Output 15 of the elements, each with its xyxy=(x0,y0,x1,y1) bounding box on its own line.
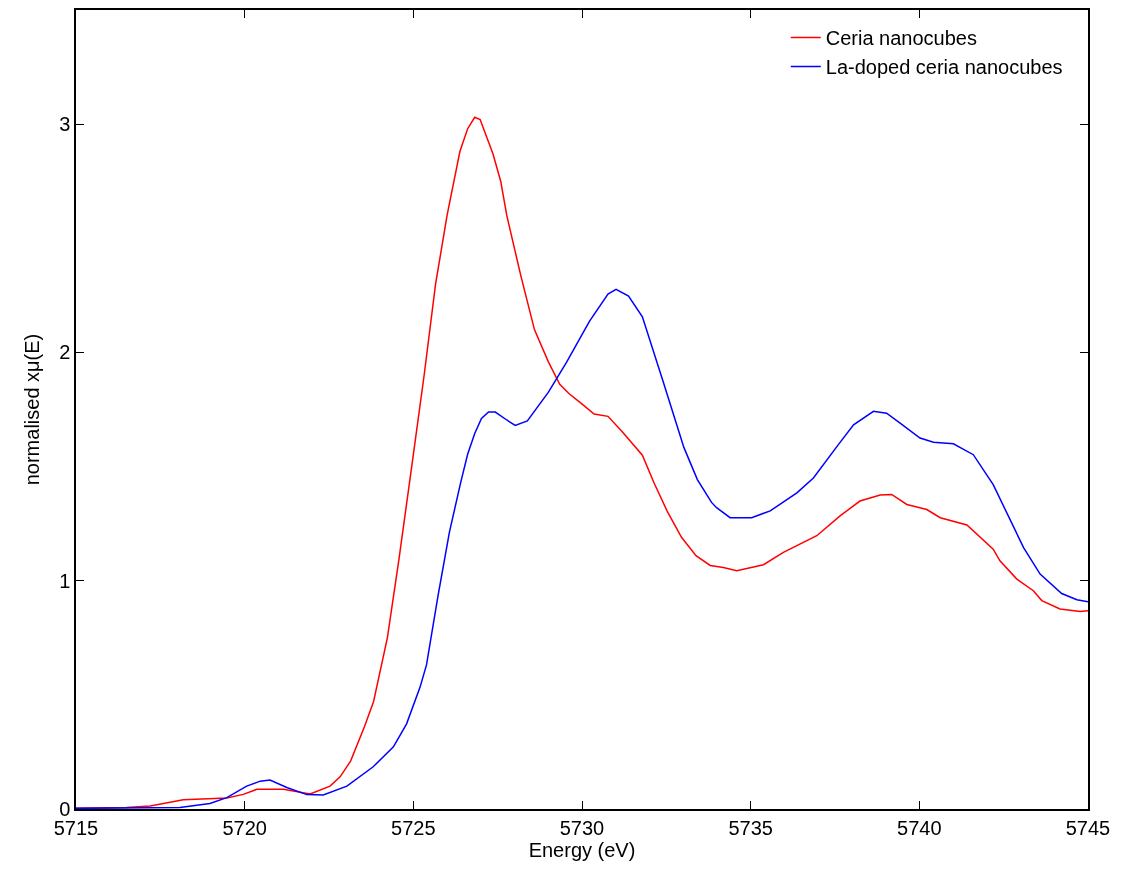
y-tick-label: 1 xyxy=(59,569,71,592)
x-tick-label: 5735 xyxy=(728,816,773,839)
x-tick-label: 5730 xyxy=(559,816,605,839)
x-tick-label: 5725 xyxy=(391,816,436,839)
line-series xyxy=(76,288,1088,809)
legend-label: Ceria nanocubes xyxy=(825,27,977,50)
x-tick-label: 5740 xyxy=(897,816,942,839)
x-axis-title: Energy (eV) xyxy=(528,838,636,861)
y-tick-label: 2 xyxy=(59,341,71,364)
legend-label: La-doped ceria nanocubes xyxy=(825,56,1063,79)
line-series xyxy=(76,116,1088,809)
y-axis-title: normalised xμ(E) xyxy=(21,333,44,486)
x-tick-label: 5720 xyxy=(222,816,267,839)
y-tick-label: 3 xyxy=(59,113,71,136)
x-tick-label: 5745 xyxy=(1065,816,1111,839)
